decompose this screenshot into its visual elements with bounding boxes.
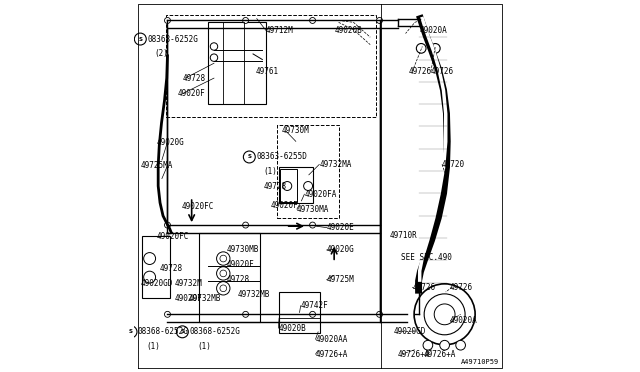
Text: 49730MB: 49730MB	[227, 246, 259, 254]
Text: 49725M: 49725M	[326, 275, 355, 284]
Text: 49710R: 49710R	[390, 231, 418, 240]
Text: 49728: 49728	[182, 74, 205, 83]
Text: 49732MB: 49732MB	[237, 290, 270, 299]
Circle shape	[143, 253, 156, 264]
Text: 49020G: 49020G	[326, 246, 355, 254]
Text: 49020GD: 49020GD	[394, 327, 426, 336]
Bar	[277, 125, 339, 218]
Text: 49020GD: 49020GD	[141, 279, 173, 288]
Text: 49761: 49761	[256, 67, 279, 76]
Circle shape	[283, 182, 292, 190]
Text: 49728: 49728	[159, 264, 182, 273]
Text: 49726+A: 49726+A	[316, 350, 348, 359]
Text: 08368-6252G: 08368-6252G	[147, 35, 198, 44]
Circle shape	[216, 252, 230, 265]
Text: 49730MA: 49730MA	[297, 205, 330, 214]
Text: A49710P59: A49710P59	[461, 359, 499, 365]
Text: 49020AA: 49020AA	[316, 335, 348, 344]
Text: S: S	[138, 36, 142, 42]
Text: (2): (2)	[154, 49, 168, 58]
Text: (1): (1)	[197, 342, 211, 351]
Text: 49020G: 49020G	[157, 138, 185, 147]
Circle shape	[310, 311, 316, 317]
Text: 49742F: 49742F	[301, 301, 328, 310]
Text: 49020E: 49020E	[326, 223, 355, 232]
Text: 49726: 49726	[431, 67, 454, 76]
Text: 49728: 49728	[227, 275, 250, 284]
Text: S: S	[129, 329, 133, 334]
Text: 08363-6255D: 08363-6255D	[256, 153, 307, 161]
Text: 49730M: 49730M	[282, 126, 310, 135]
Circle shape	[164, 311, 170, 317]
Circle shape	[164, 17, 170, 23]
Text: 49020F: 49020F	[227, 260, 254, 269]
Text: 08368-6252G: 08368-6252G	[138, 327, 189, 336]
Text: (1): (1)	[264, 167, 277, 176]
Circle shape	[211, 43, 218, 50]
Circle shape	[211, 54, 218, 61]
Text: S: S	[180, 329, 184, 334]
Circle shape	[216, 282, 230, 295]
Circle shape	[220, 285, 227, 292]
Circle shape	[220, 270, 227, 277]
Text: 49020F: 49020F	[271, 201, 299, 210]
Text: 49020A: 49020A	[449, 316, 477, 325]
Bar	[209, 22, 266, 104]
Circle shape	[440, 340, 449, 350]
Circle shape	[243, 311, 248, 317]
Circle shape	[310, 17, 316, 23]
Text: 49020FA: 49020FA	[305, 190, 337, 199]
Text: 49020F: 49020F	[178, 89, 205, 98]
Circle shape	[125, 326, 137, 338]
Text: 49020F: 49020F	[174, 294, 202, 303]
Text: 49020B: 49020B	[278, 324, 306, 333]
Text: 49726: 49726	[449, 283, 472, 292]
Text: 49726: 49726	[412, 283, 435, 292]
Circle shape	[216, 267, 230, 280]
Text: 49725MA: 49725MA	[141, 161, 173, 170]
Text: 49726+A: 49726+A	[424, 350, 456, 359]
Text: 49732MA: 49732MA	[319, 160, 351, 169]
Bar	[280, 169, 296, 202]
Text: 49726: 49726	[408, 67, 431, 76]
Circle shape	[423, 340, 433, 350]
Bar	[142, 236, 170, 298]
Bar	[279, 292, 320, 333]
Text: 49720: 49720	[442, 160, 465, 169]
Circle shape	[431, 44, 440, 53]
Circle shape	[376, 17, 383, 23]
Text: 49726+A: 49726+A	[397, 350, 429, 359]
Text: 49732MB: 49732MB	[189, 294, 221, 303]
Circle shape	[143, 271, 156, 283]
Text: 49732M: 49732M	[174, 279, 202, 288]
Text: SEE SEC.490: SEE SEC.490	[401, 253, 452, 262]
Text: 49020FC: 49020FC	[182, 202, 214, 211]
Circle shape	[376, 311, 383, 317]
Circle shape	[177, 326, 188, 338]
Circle shape	[417, 44, 426, 53]
Circle shape	[303, 182, 312, 190]
Circle shape	[243, 222, 248, 228]
Bar	[279, 167, 312, 203]
Text: 49020A: 49020A	[420, 26, 447, 35]
Circle shape	[134, 33, 147, 45]
Circle shape	[220, 255, 227, 262]
Bar	[166, 15, 376, 117]
Circle shape	[243, 151, 255, 163]
Bar	[199, 232, 260, 322]
Text: S: S	[247, 154, 252, 160]
Circle shape	[243, 17, 248, 23]
Text: 49020B: 49020B	[334, 26, 362, 35]
Circle shape	[456, 340, 465, 350]
Text: 08368-6252G: 08368-6252G	[189, 327, 240, 336]
Circle shape	[310, 222, 316, 228]
Text: (1): (1)	[146, 342, 160, 351]
Text: 49728: 49728	[264, 182, 287, 191]
Text: 49712M: 49712M	[266, 26, 294, 35]
Circle shape	[164, 222, 170, 228]
Text: 49020FC: 49020FC	[157, 232, 189, 241]
